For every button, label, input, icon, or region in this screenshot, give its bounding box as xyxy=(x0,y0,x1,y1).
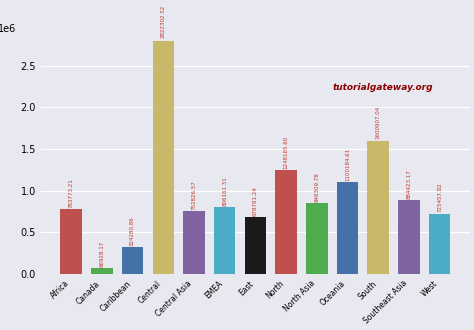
Bar xyxy=(183,211,205,274)
Bar xyxy=(306,203,328,274)
Bar xyxy=(275,170,297,274)
Bar xyxy=(429,214,450,274)
Text: 1e6: 1e6 xyxy=(0,24,16,34)
Bar xyxy=(337,182,358,274)
Text: 725457.82: 725457.82 xyxy=(437,182,442,213)
Text: 1248165.60: 1248165.60 xyxy=(283,136,289,169)
Bar xyxy=(60,209,82,274)
Bar xyxy=(122,247,143,274)
Bar xyxy=(91,269,113,274)
Text: 324280.86: 324280.86 xyxy=(130,216,135,246)
Bar xyxy=(214,207,236,274)
Text: 1600907.04: 1600907.04 xyxy=(376,106,381,140)
Text: 806161.31: 806161.31 xyxy=(222,176,227,206)
Text: 752826.57: 752826.57 xyxy=(191,180,196,210)
Bar xyxy=(398,200,419,274)
Text: 678781.24: 678781.24 xyxy=(253,186,258,216)
Text: 2822302.52: 2822302.52 xyxy=(161,4,166,38)
Text: 783773.21: 783773.21 xyxy=(69,178,73,208)
Bar xyxy=(367,141,389,274)
Text: 66928.17: 66928.17 xyxy=(100,241,104,267)
Text: tutorialgateway.org: tutorialgateway.org xyxy=(333,83,433,92)
Text: 1100184.61: 1100184.61 xyxy=(345,148,350,181)
Bar xyxy=(153,39,174,274)
Bar xyxy=(245,217,266,274)
Text: 884423.17: 884423.17 xyxy=(406,169,411,199)
Text: 848309.78: 848309.78 xyxy=(314,172,319,202)
